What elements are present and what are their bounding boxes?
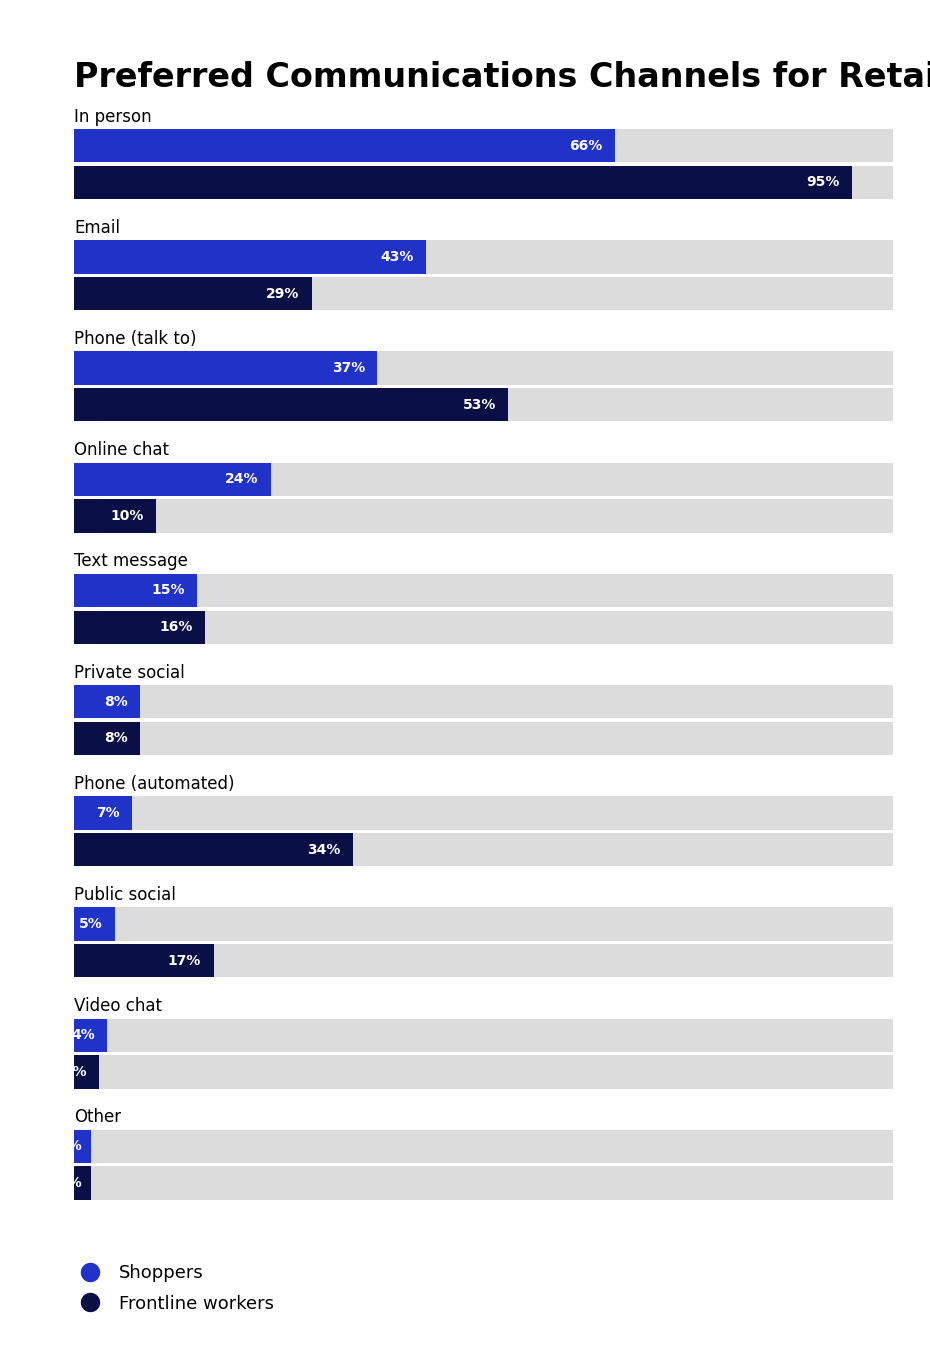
Bar	[74, 574, 197, 607]
Bar	[74, 351, 378, 385]
Text: Phone (automated): Phone (automated)	[74, 774, 235, 793]
Text: 15%: 15%	[152, 583, 185, 598]
Bar	[74, 129, 893, 163]
Text: 53%: 53%	[462, 397, 496, 412]
Bar	[74, 388, 508, 422]
Bar	[74, 796, 893, 830]
Bar	[74, 462, 893, 496]
Bar	[74, 462, 271, 496]
Text: 16%: 16%	[160, 620, 193, 635]
Text: 29%: 29%	[266, 286, 299, 301]
Bar	[74, 1018, 107, 1052]
Bar	[74, 574, 893, 607]
Text: 24%: 24%	[225, 472, 259, 487]
Text: 34%: 34%	[307, 842, 340, 857]
Text: 17%: 17%	[168, 953, 201, 968]
Bar	[74, 796, 132, 830]
Text: Other: Other	[74, 1108, 122, 1127]
Bar	[74, 907, 115, 941]
Bar	[74, 277, 312, 311]
Bar	[74, 721, 140, 755]
Bar	[74, 351, 893, 385]
Bar	[74, 165, 852, 199]
Text: 2%: 2%	[59, 1139, 83, 1154]
Text: 8%: 8%	[104, 694, 127, 709]
Bar	[74, 685, 140, 719]
Text: Private social: Private social	[74, 663, 185, 682]
Text: 66%: 66%	[569, 138, 603, 153]
Bar	[74, 610, 893, 644]
Text: 2%: 2%	[59, 1176, 83, 1191]
Text: 95%: 95%	[806, 175, 840, 190]
Bar	[74, 499, 893, 533]
Text: Email: Email	[74, 218, 120, 237]
Text: 4%: 4%	[71, 1028, 95, 1043]
Bar	[74, 1055, 893, 1089]
Bar	[74, 240, 893, 274]
Bar	[74, 1018, 893, 1052]
Text: 10%: 10%	[111, 508, 144, 523]
Text: Phone (talk to): Phone (talk to)	[74, 330, 197, 348]
Bar	[74, 1166, 91, 1200]
Bar	[74, 944, 214, 978]
Text: 5%: 5%	[79, 917, 103, 932]
Text: 37%: 37%	[332, 361, 365, 376]
Text: 43%: 43%	[380, 250, 414, 264]
Bar	[74, 277, 893, 311]
Bar	[74, 907, 893, 941]
Bar	[74, 388, 893, 422]
Bar	[74, 1166, 893, 1200]
Text: 8%: 8%	[104, 731, 127, 746]
Text: Public social: Public social	[74, 885, 177, 904]
Text: Video chat: Video chat	[74, 997, 163, 1016]
Bar	[74, 129, 615, 163]
Bar	[74, 1055, 99, 1089]
Text: In person: In person	[74, 107, 152, 126]
Text: Text message: Text message	[74, 552, 188, 571]
Bar	[74, 944, 893, 978]
Bar	[74, 165, 893, 199]
Text: Preferred Communications Channels for Retail: Preferred Communications Channels for Re…	[74, 61, 930, 94]
Text: 7%: 7%	[96, 805, 119, 820]
Bar	[74, 240, 426, 274]
Bar	[74, 499, 156, 533]
Bar	[74, 833, 893, 866]
Bar	[74, 1130, 91, 1163]
Bar	[74, 610, 206, 644]
Bar	[74, 1130, 893, 1163]
Bar	[74, 833, 352, 866]
Text: 3%: 3%	[63, 1064, 86, 1079]
Bar	[74, 685, 893, 719]
Legend: Shoppers, Frontline workers: Shoppers, Frontline workers	[65, 1257, 281, 1319]
Text: Online chat: Online chat	[74, 441, 169, 460]
Bar	[74, 721, 893, 755]
